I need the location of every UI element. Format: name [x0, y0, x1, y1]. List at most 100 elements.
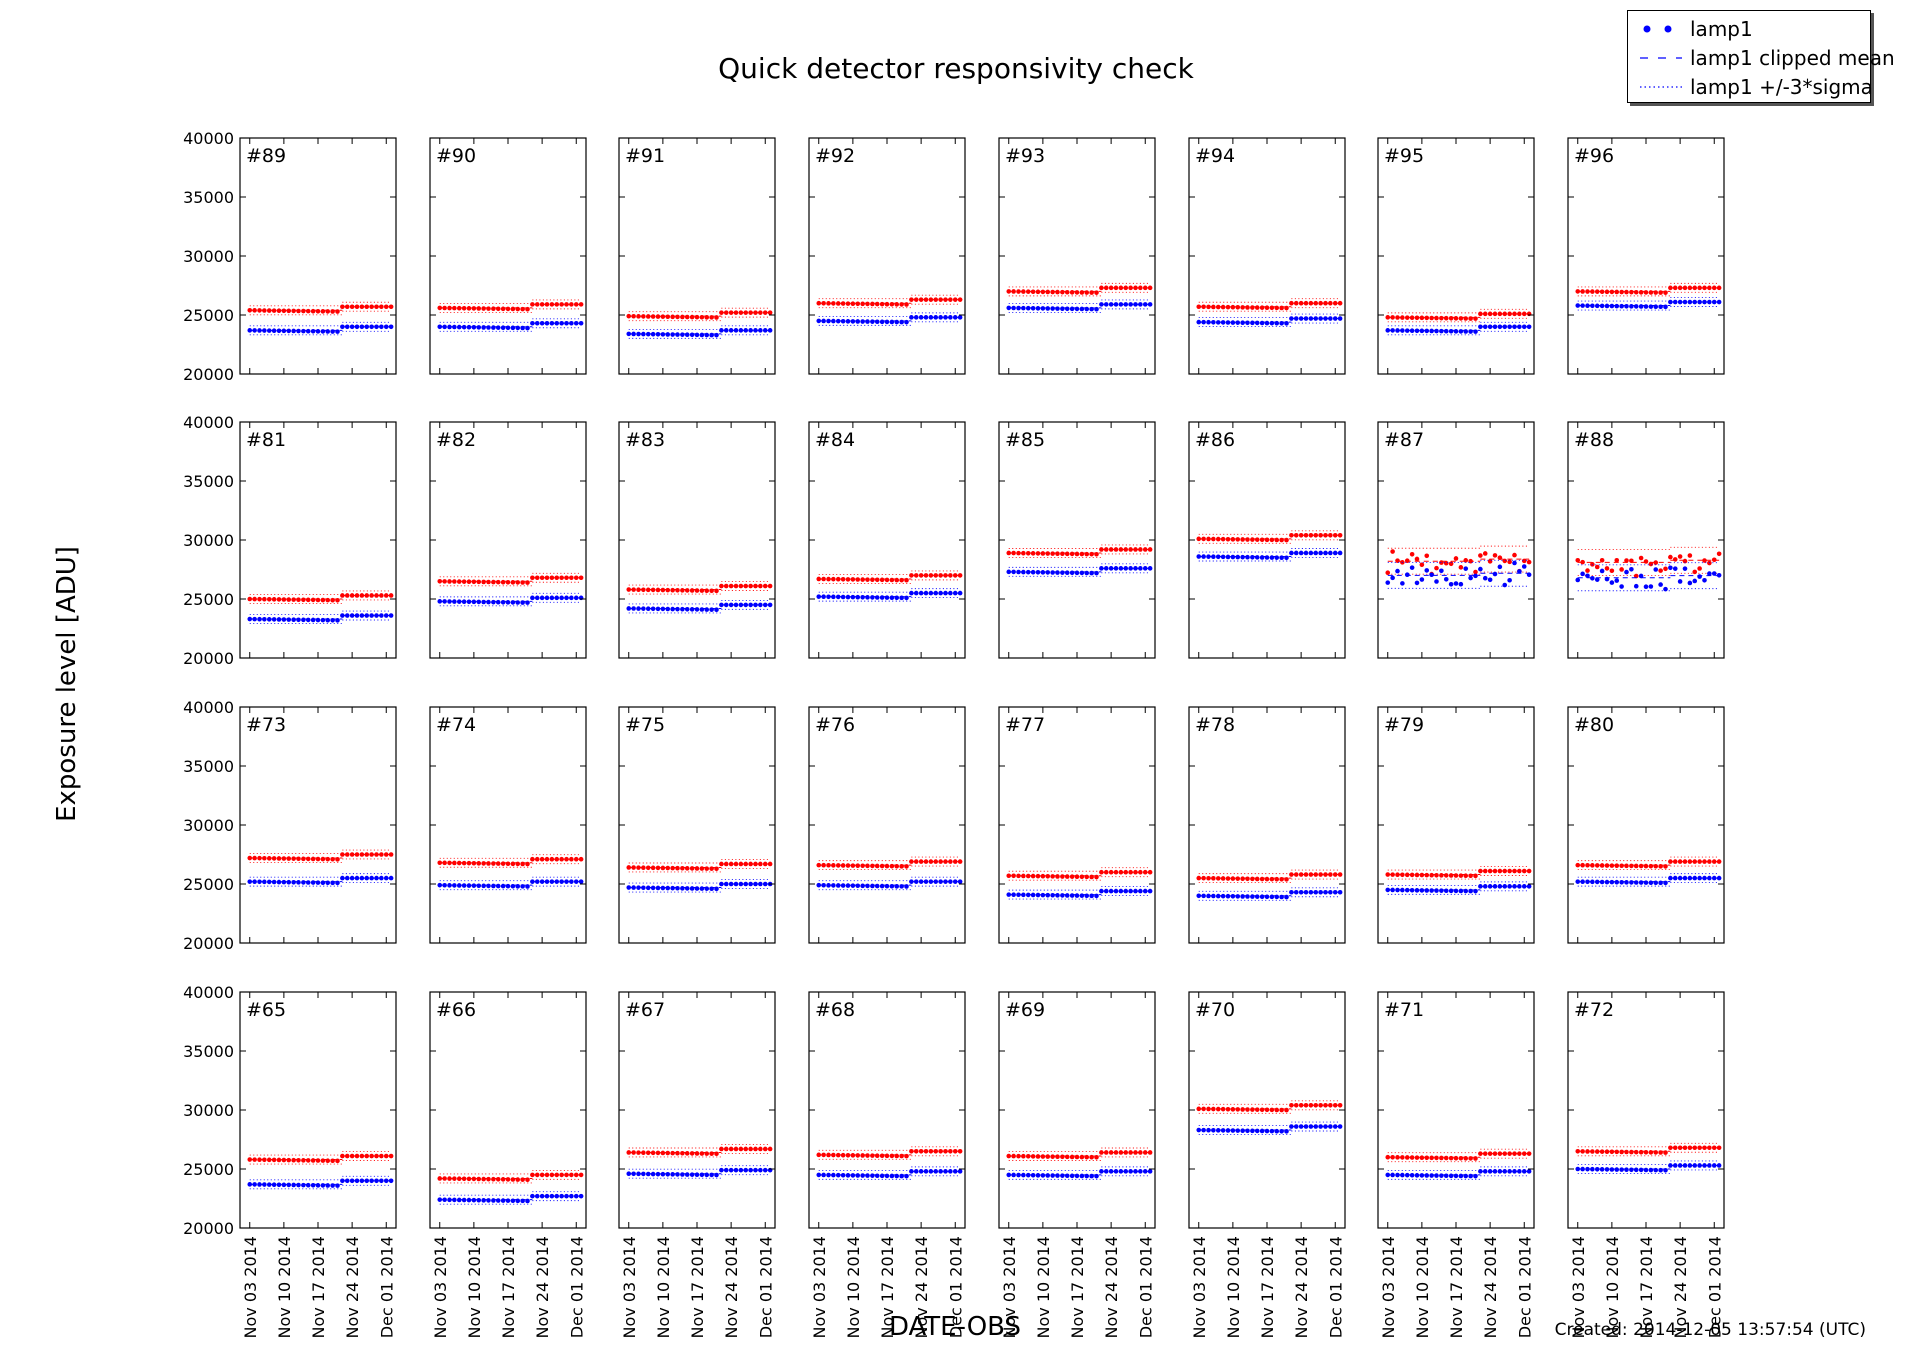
data-point-blue — [1196, 554, 1202, 559]
panel-frame — [998, 991, 1156, 1229]
data-point-blue — [704, 332, 710, 338]
data-point-red — [874, 1153, 880, 1158]
data-point-red — [855, 1153, 861, 1158]
data-point-blue — [1443, 1173, 1449, 1179]
data-point-red — [1313, 532, 1319, 538]
data-point-red — [447, 579, 452, 584]
data-point-blue — [948, 879, 953, 884]
data-point-blue — [670, 1172, 675, 1177]
y-tick-label: 35000 — [183, 472, 234, 491]
data-point-blue — [1663, 880, 1668, 886]
data-point-red — [948, 1149, 953, 1154]
data-point-red — [753, 310, 758, 315]
data-point-blue — [957, 590, 963, 596]
data-point-red — [1385, 1154, 1391, 1160]
data-point-red — [1409, 315, 1415, 321]
data-point-red — [1293, 532, 1299, 538]
data-point-red — [1395, 558, 1400, 563]
data-point-blue — [1240, 554, 1245, 560]
data-point-red — [952, 1149, 958, 1154]
data-point-blue — [1434, 1173, 1439, 1178]
data-point-red — [1507, 868, 1512, 874]
data-point-red — [1298, 872, 1304, 877]
data-point-red — [525, 306, 530, 312]
data-point-red — [364, 852, 370, 857]
data-point-blue — [471, 599, 477, 605]
data-point-red — [325, 856, 331, 862]
x-tick-label: Nov 24 2014 — [1671, 1236, 1690, 1338]
data-point-blue — [709, 886, 714, 892]
data-point-red — [534, 856, 540, 862]
data-point-red — [1138, 1150, 1143, 1155]
data-point-blue — [831, 883, 836, 888]
data-point-blue — [1259, 555, 1265, 560]
data-point-red — [281, 1157, 287, 1163]
data-point-red — [1245, 876, 1250, 882]
data-point-blue — [569, 879, 574, 884]
data-point-blue — [684, 886, 690, 891]
data-point-red — [689, 866, 695, 871]
data-point-blue — [383, 613, 389, 618]
data-point-red — [505, 579, 511, 585]
data-point-blue — [1069, 1173, 1075, 1179]
data-point-red — [1448, 561, 1454, 567]
data-point-red — [452, 305, 457, 311]
data-point-red — [495, 1176, 501, 1182]
data-point-red — [301, 1158, 306, 1163]
data-point-red — [291, 597, 296, 602]
data-point-red — [305, 856, 311, 862]
data-point-blue — [923, 315, 929, 320]
data-point-blue — [310, 1182, 316, 1188]
data-point-blue — [1303, 316, 1309, 321]
data-point-blue — [855, 883, 861, 889]
data-point-red — [544, 1172, 550, 1178]
data-point-blue — [301, 880, 306, 885]
data-point-blue — [1274, 320, 1280, 326]
data-point-blue — [1614, 879, 1620, 885]
data-point-red — [1629, 1149, 1634, 1155]
panel-label: #94 — [1195, 145, 1235, 167]
data-point-red — [1108, 285, 1114, 291]
data-point-red — [491, 306, 496, 311]
data-point-red — [1668, 554, 1673, 560]
data-point-blue — [826, 883, 831, 888]
data-point-red — [252, 596, 257, 602]
x-tick-label: Nov 17 2014 — [1447, 1236, 1466, 1338]
panel-label: #72 — [1574, 999, 1614, 1021]
data-point-blue — [855, 594, 861, 600]
data-point-blue — [1429, 328, 1434, 334]
data-point-red — [379, 1153, 384, 1159]
data-point-blue — [1604, 576, 1610, 582]
data-point-red — [723, 310, 729, 315]
data-point-red — [1084, 1154, 1090, 1160]
data-point-blue — [1663, 586, 1668, 592]
legend-label: lamp1 +/-3*sigma — [1690, 75, 1873, 99]
data-point-blue — [340, 875, 345, 881]
data-point-blue — [461, 883, 467, 888]
data-point-red — [340, 1153, 345, 1159]
data-point-blue — [655, 332, 661, 337]
data-point-red — [1108, 1150, 1114, 1155]
data-point-red — [665, 1150, 671, 1156]
data-point-blue — [1594, 577, 1600, 582]
data-point-red — [461, 860, 467, 866]
data-point-blue — [1672, 299, 1678, 305]
data-point-blue — [1245, 554, 1250, 560]
data-point-blue — [1230, 554, 1236, 560]
data-point-blue — [1025, 892, 1031, 898]
data-point-blue — [1521, 324, 1527, 330]
data-point-red — [1313, 300, 1319, 306]
data-point-blue — [510, 600, 516, 605]
data-point-red — [1473, 873, 1478, 879]
data-point-blue — [884, 1173, 890, 1179]
data-point-red — [933, 1149, 939, 1154]
data-point-red — [500, 861, 506, 866]
data-point-red — [1658, 1150, 1663, 1155]
data-point-red — [699, 314, 705, 320]
data-point-red — [1055, 874, 1060, 879]
data-point-blue — [1599, 303, 1605, 309]
data-point-blue — [840, 883, 846, 888]
data-point-blue — [354, 613, 360, 618]
data-point-red — [578, 575, 584, 581]
legend-dots-marker — [1643, 25, 1672, 33]
